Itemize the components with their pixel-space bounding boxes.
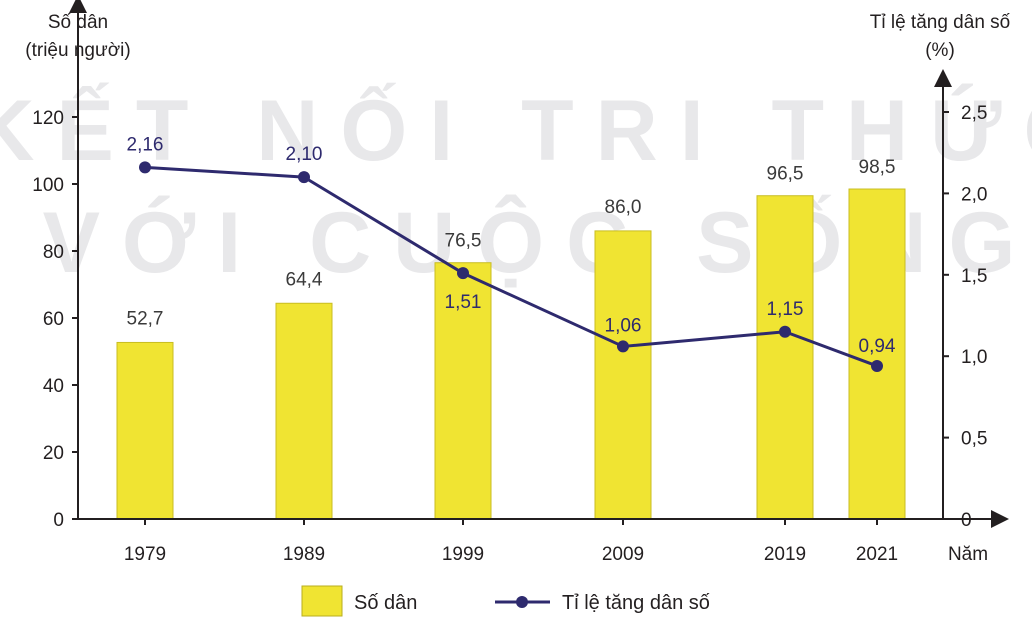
- rate-point-1989: [298, 171, 310, 184]
- x-axis-title: Năm: [948, 544, 988, 565]
- bar-1999: [434, 262, 492, 520]
- bar-value-label: 96,5: [767, 164, 804, 185]
- bar-2019: [756, 195, 814, 520]
- bar-value-label: 98,5: [859, 157, 896, 178]
- rate-point-2021: [871, 359, 883, 372]
- bar-value-label: 52,7: [127, 308, 164, 329]
- x-tick-label-1999: 1999: [442, 544, 484, 565]
- legend-line-marker: [516, 596, 528, 608]
- bar-value-label: 76,5: [445, 231, 482, 252]
- axes: [69, 0, 1009, 528]
- rate-line: [144, 165, 878, 368]
- rate-point-1999: [457, 267, 469, 280]
- bar-1979: [116, 341, 174, 520]
- right-tick-label: 1,0: [961, 347, 987, 368]
- x-tick-label-2019: 2019: [764, 544, 806, 565]
- x-tick-label-1979: 1979: [124, 544, 166, 565]
- left-tick-label: 20: [43, 443, 64, 464]
- rate-point-2019: [779, 325, 791, 338]
- legend: Số dân Tỉ lệ tăng dân số: [301, 585, 710, 617]
- left-tick-label: 40: [43, 376, 64, 397]
- right-tick-label: 0: [961, 510, 972, 531]
- rate-value-label: 1,51: [445, 292, 482, 313]
- x-tick-label-2009: 2009: [602, 544, 644, 565]
- right-tick-label: 1,5: [961, 266, 987, 287]
- x-tick-label-2021: 2021: [856, 544, 898, 565]
- data-labels: 52,7 64,4 76,5 86,0 96,5 98,5 2,16 2,10 1,51 1,06…: [127, 134, 896, 357]
- right-axis-title-line-1: Tỉ lệ tăng dân số: [870, 12, 1011, 33]
- left-tick-label: 0: [53, 510, 64, 531]
- left-tick-label: 60: [43, 309, 64, 330]
- rate-value-label: 2,10: [286, 144, 323, 165]
- bar-value-label: 86,0: [605, 197, 642, 218]
- legend-line-label: Tỉ lệ tăng dân số: [562, 592, 710, 614]
- rate-point-2009: [617, 340, 629, 353]
- bar-1989: [275, 302, 333, 520]
- ticks: 0 20 40 60 80 100 120 0 0,5 1,0 1,5 2,0 2,5 1979 1989 1…: [32, 103, 987, 565]
- rate-value-label: 1,15: [767, 299, 804, 320]
- rate-value-label: 0,94: [859, 336, 896, 357]
- bar-2021: [848, 188, 906, 520]
- rate-value-label: 1,06: [605, 315, 642, 336]
- left-tick-label: 120: [32, 108, 64, 129]
- right-tick-label: 0,5: [961, 429, 987, 450]
- bar-value-label: 64,4: [286, 269, 323, 290]
- legend-bar-label: Số dân: [354, 592, 417, 614]
- right-tick-label: 2,0: [961, 184, 987, 205]
- rate-line-series: [139, 161, 883, 372]
- left-tick-label: 100: [32, 175, 64, 196]
- right-axis-title-line-2: (%): [925, 40, 955, 61]
- left-tick-label: 80: [43, 242, 64, 263]
- rate-value-label: 2,16: [127, 134, 164, 155]
- watermark-line-1: KẾT NỐI TRI THỨC: [0, 83, 1032, 179]
- rate-point-1979: [139, 161, 151, 174]
- bars: [116, 188, 906, 520]
- x-tick-label-1989: 1989: [283, 544, 325, 565]
- legend-bar-swatch: [301, 585, 343, 617]
- bar-2009: [594, 230, 652, 520]
- right-tick-label: 2,5: [961, 103, 987, 124]
